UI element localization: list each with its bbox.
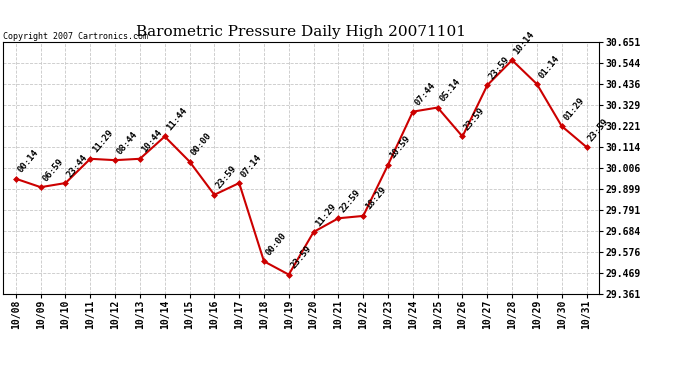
Text: 06:59: 06:59 <box>41 157 65 183</box>
Text: 23:59: 23:59 <box>487 55 511 81</box>
Text: 07:44: 07:44 <box>413 81 437 108</box>
Text: 11:29: 11:29 <box>90 128 115 154</box>
Text: 00:14: 00:14 <box>16 148 40 175</box>
Text: 10:14: 10:14 <box>512 30 536 56</box>
Text: 00:00: 00:00 <box>190 131 214 158</box>
Text: 07:14: 07:14 <box>239 153 264 179</box>
Text: 23:59: 23:59 <box>586 117 611 143</box>
Text: 01:29: 01:29 <box>562 96 586 122</box>
Text: 22:59: 22:59 <box>339 188 363 214</box>
Text: 10:59: 10:59 <box>388 134 412 161</box>
Text: 18:29: 18:29 <box>363 185 387 212</box>
Text: 08:44: 08:44 <box>115 130 139 156</box>
Text: 23:59: 23:59 <box>289 244 313 270</box>
Text: 23:59: 23:59 <box>215 164 239 190</box>
Text: 23:59: 23:59 <box>462 106 486 132</box>
Text: 11:29: 11:29 <box>314 201 338 228</box>
Text: Copyright 2007 Cartronics.com: Copyright 2007 Cartronics.com <box>3 33 148 42</box>
Text: 11:44: 11:44 <box>165 106 189 132</box>
Title: Barometric Pressure Daily High 20071101: Barometric Pressure Daily High 20071101 <box>136 26 466 39</box>
Text: 23:44: 23:44 <box>66 153 90 179</box>
Text: 00:00: 00:00 <box>264 231 288 257</box>
Text: 05:14: 05:14 <box>437 77 462 104</box>
Text: 01:14: 01:14 <box>537 54 561 80</box>
Text: 10:44: 10:44 <box>140 128 164 154</box>
